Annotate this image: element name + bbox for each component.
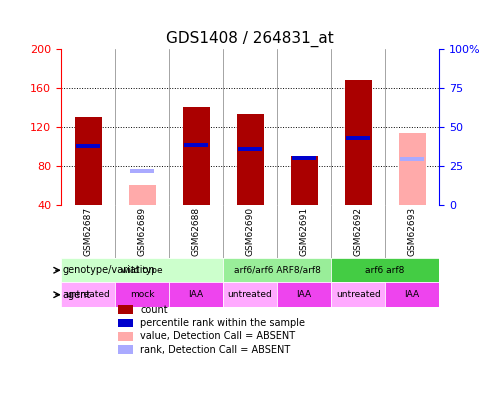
Text: rank, Detection Call = ABSENT: rank, Detection Call = ABSENT xyxy=(141,345,291,355)
Text: arf6 arf8: arf6 arf8 xyxy=(366,266,405,275)
Text: GSM62693: GSM62693 xyxy=(407,207,417,256)
Bar xyxy=(184,143,208,147)
Bar xyxy=(118,345,133,354)
Text: wild type: wild type xyxy=(121,266,163,275)
Text: untreated: untreated xyxy=(228,290,272,299)
Bar xyxy=(75,117,102,205)
Title: GDS1408 / 264831_at: GDS1408 / 264831_at xyxy=(166,31,334,47)
Text: GSM62692: GSM62692 xyxy=(354,207,363,256)
Bar xyxy=(237,114,264,205)
Text: untreated: untreated xyxy=(336,290,381,299)
Text: IAA: IAA xyxy=(297,290,312,299)
Bar xyxy=(291,156,318,205)
FancyBboxPatch shape xyxy=(169,283,223,307)
Text: arf6/arf6 ARF8/arf8: arf6/arf6 ARF8/arf8 xyxy=(234,266,321,275)
Text: mock: mock xyxy=(130,290,154,299)
FancyBboxPatch shape xyxy=(385,283,439,307)
Bar xyxy=(400,157,425,161)
Text: value, Detection Call = ABSENT: value, Detection Call = ABSENT xyxy=(141,331,296,341)
Bar xyxy=(346,136,370,140)
Bar xyxy=(130,169,154,173)
Bar xyxy=(118,332,133,341)
FancyBboxPatch shape xyxy=(61,283,115,307)
Text: GSM62689: GSM62689 xyxy=(138,207,146,256)
FancyBboxPatch shape xyxy=(61,258,223,283)
Text: untreated: untreated xyxy=(66,290,110,299)
Bar xyxy=(238,147,262,151)
Text: agent: agent xyxy=(62,290,90,300)
Bar xyxy=(76,144,100,148)
Text: GSM62691: GSM62691 xyxy=(300,207,308,256)
Bar xyxy=(292,156,316,160)
FancyBboxPatch shape xyxy=(277,283,331,307)
Bar xyxy=(345,80,372,205)
Text: genotype/variation: genotype/variation xyxy=(62,265,155,275)
Text: IAA: IAA xyxy=(405,290,420,299)
Bar xyxy=(118,305,133,314)
FancyBboxPatch shape xyxy=(115,283,169,307)
Bar xyxy=(128,185,156,205)
Bar xyxy=(399,133,426,205)
Text: GSM62687: GSM62687 xyxy=(83,207,93,256)
FancyBboxPatch shape xyxy=(223,283,277,307)
FancyBboxPatch shape xyxy=(331,258,439,283)
Bar xyxy=(183,107,209,205)
Text: GSM62688: GSM62688 xyxy=(192,207,201,256)
Bar xyxy=(118,319,133,327)
FancyBboxPatch shape xyxy=(223,258,331,283)
FancyBboxPatch shape xyxy=(331,283,385,307)
Text: count: count xyxy=(141,305,168,315)
Text: IAA: IAA xyxy=(188,290,203,299)
Text: percentile rank within the sample: percentile rank within the sample xyxy=(141,318,305,328)
Text: GSM62690: GSM62690 xyxy=(245,207,255,256)
